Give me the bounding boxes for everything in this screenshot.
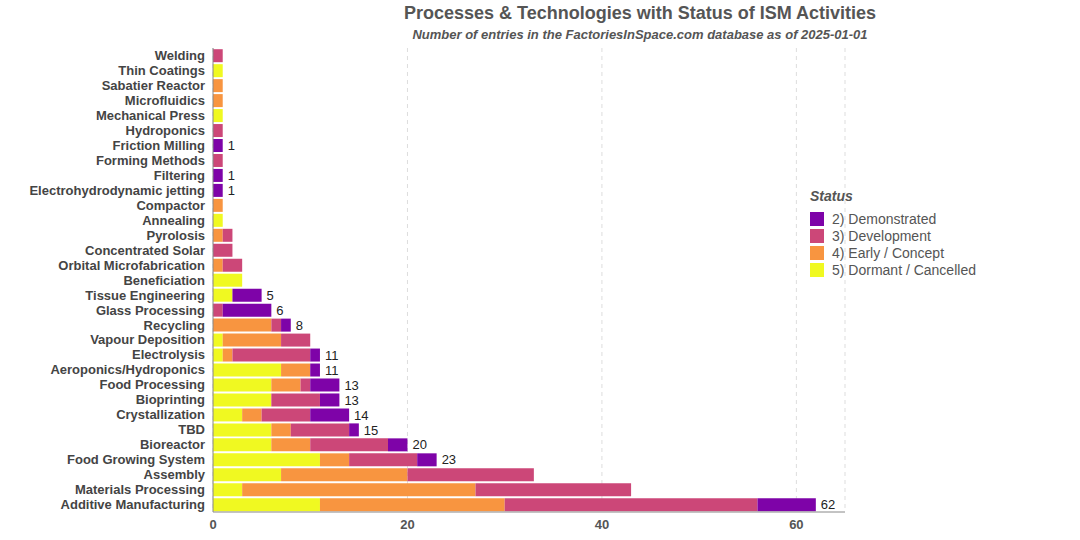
svg-text:6: 6 — [276, 303, 283, 318]
svg-text:13: 13 — [344, 393, 358, 408]
html-text:5) Dormant / Cancelled: 5) Dormant / Cancelled — [832, 261, 976, 278]
svg-text:Compactor: Compactor — [136, 198, 205, 213]
svg-text:Bioprinting: Bioprinting — [136, 392, 205, 407]
html-text:Processes & Technologies with: Processes & Technologies with Status of … — [403, 3, 877, 23]
svg-text:1: 1 — [228, 183, 235, 198]
svg-text:Annealing: Annealing — [142, 213, 205, 228]
svg-text:40: 40 — [595, 517, 609, 532]
svg-text:Additive Manufacturing: Additive Manufacturing — [61, 497, 206, 512]
svg-text:TBD: TBD — [178, 422, 205, 437]
svg-text:Mechanical Press: Mechanical Press — [96, 108, 205, 123]
svg-text:Pyrolosis: Pyrolosis — [146, 228, 205, 243]
svg-text:Assembly: Assembly — [144, 467, 206, 482]
html-text:Number of entries in the Facto: Number of entries in the FactoriesInSpac… — [412, 27, 868, 42]
svg-text:Electrohydrodynamic jetting: Electrohydrodynamic jetting — [29, 183, 205, 198]
svg-text:1: 1 — [228, 168, 235, 183]
svg-text:Microfluidics: Microfluidics — [125, 93, 205, 108]
svg-text:Hydroponics: Hydroponics — [126, 123, 205, 138]
svg-text:Electrolysis: Electrolysis — [132, 347, 205, 362]
svg-text:Food Growing System: Food Growing System — [67, 452, 205, 467]
html-text:2) Demonstrated: 2) Demonstrated — [832, 210, 937, 227]
svg-text:20: 20 — [412, 437, 426, 452]
svg-text:Forming Methods: Forming Methods — [96, 153, 205, 168]
svg-text:5: 5 — [267, 288, 274, 303]
svg-text:Food Processing: Food Processing — [100, 377, 206, 392]
svg-text:Welding: Welding — [155, 48, 205, 63]
svg-text:Tissue Engineering: Tissue Engineering — [85, 288, 205, 303]
svg-text:60: 60 — [789, 517, 803, 532]
svg-text:Vapour Deposition: Vapour Deposition — [90, 332, 205, 347]
svg-text:23: 23 — [442, 452, 456, 467]
svg-text:11: 11 — [325, 363, 339, 378]
svg-text:Sabatier Reactor: Sabatier Reactor — [102, 78, 205, 93]
svg-text:62: 62 — [821, 497, 835, 512]
svg-text:Aeroponics/Hydroponics: Aeroponics/Hydroponics — [50, 362, 205, 377]
svg-text:Recycling: Recycling — [144, 318, 205, 333]
svg-text:Materials Processing: Materials Processing — [75, 482, 205, 497]
svg-text:Beneficiation: Beneficiation — [123, 273, 205, 288]
svg-text:11: 11 — [325, 348, 339, 363]
svg-text:Friction Milling: Friction Milling — [113, 138, 205, 153]
svg-text:Bioreactor: Bioreactor — [140, 437, 205, 452]
svg-text:15: 15 — [364, 423, 378, 438]
svg-text:Concentrated Solar: Concentrated Solar — [85, 243, 205, 258]
html-text:4) Early / Concept: 4) Early / Concept — [832, 244, 945, 261]
svg-text:Orbital Microfabrication: Orbital Microfabrication — [58, 258, 205, 273]
svg-text:Filtering: Filtering — [154, 168, 205, 183]
svg-text:Glass Processing: Glass Processing — [96, 303, 205, 318]
svg-text:Crystallization: Crystallization — [116, 407, 205, 422]
svg-text:20: 20 — [400, 517, 414, 532]
svg-text:0: 0 — [209, 517, 216, 532]
svg-text:8: 8 — [296, 318, 303, 333]
html-text:3) Development: 3) Development — [832, 227, 931, 244]
html-text:Status: Status — [810, 188, 853, 204]
svg-text:1: 1 — [228, 138, 235, 153]
svg-text:13: 13 — [344, 378, 358, 393]
svg-text:Thin Coatings: Thin Coatings — [118, 63, 205, 78]
svg-text:14: 14 — [354, 408, 368, 423]
